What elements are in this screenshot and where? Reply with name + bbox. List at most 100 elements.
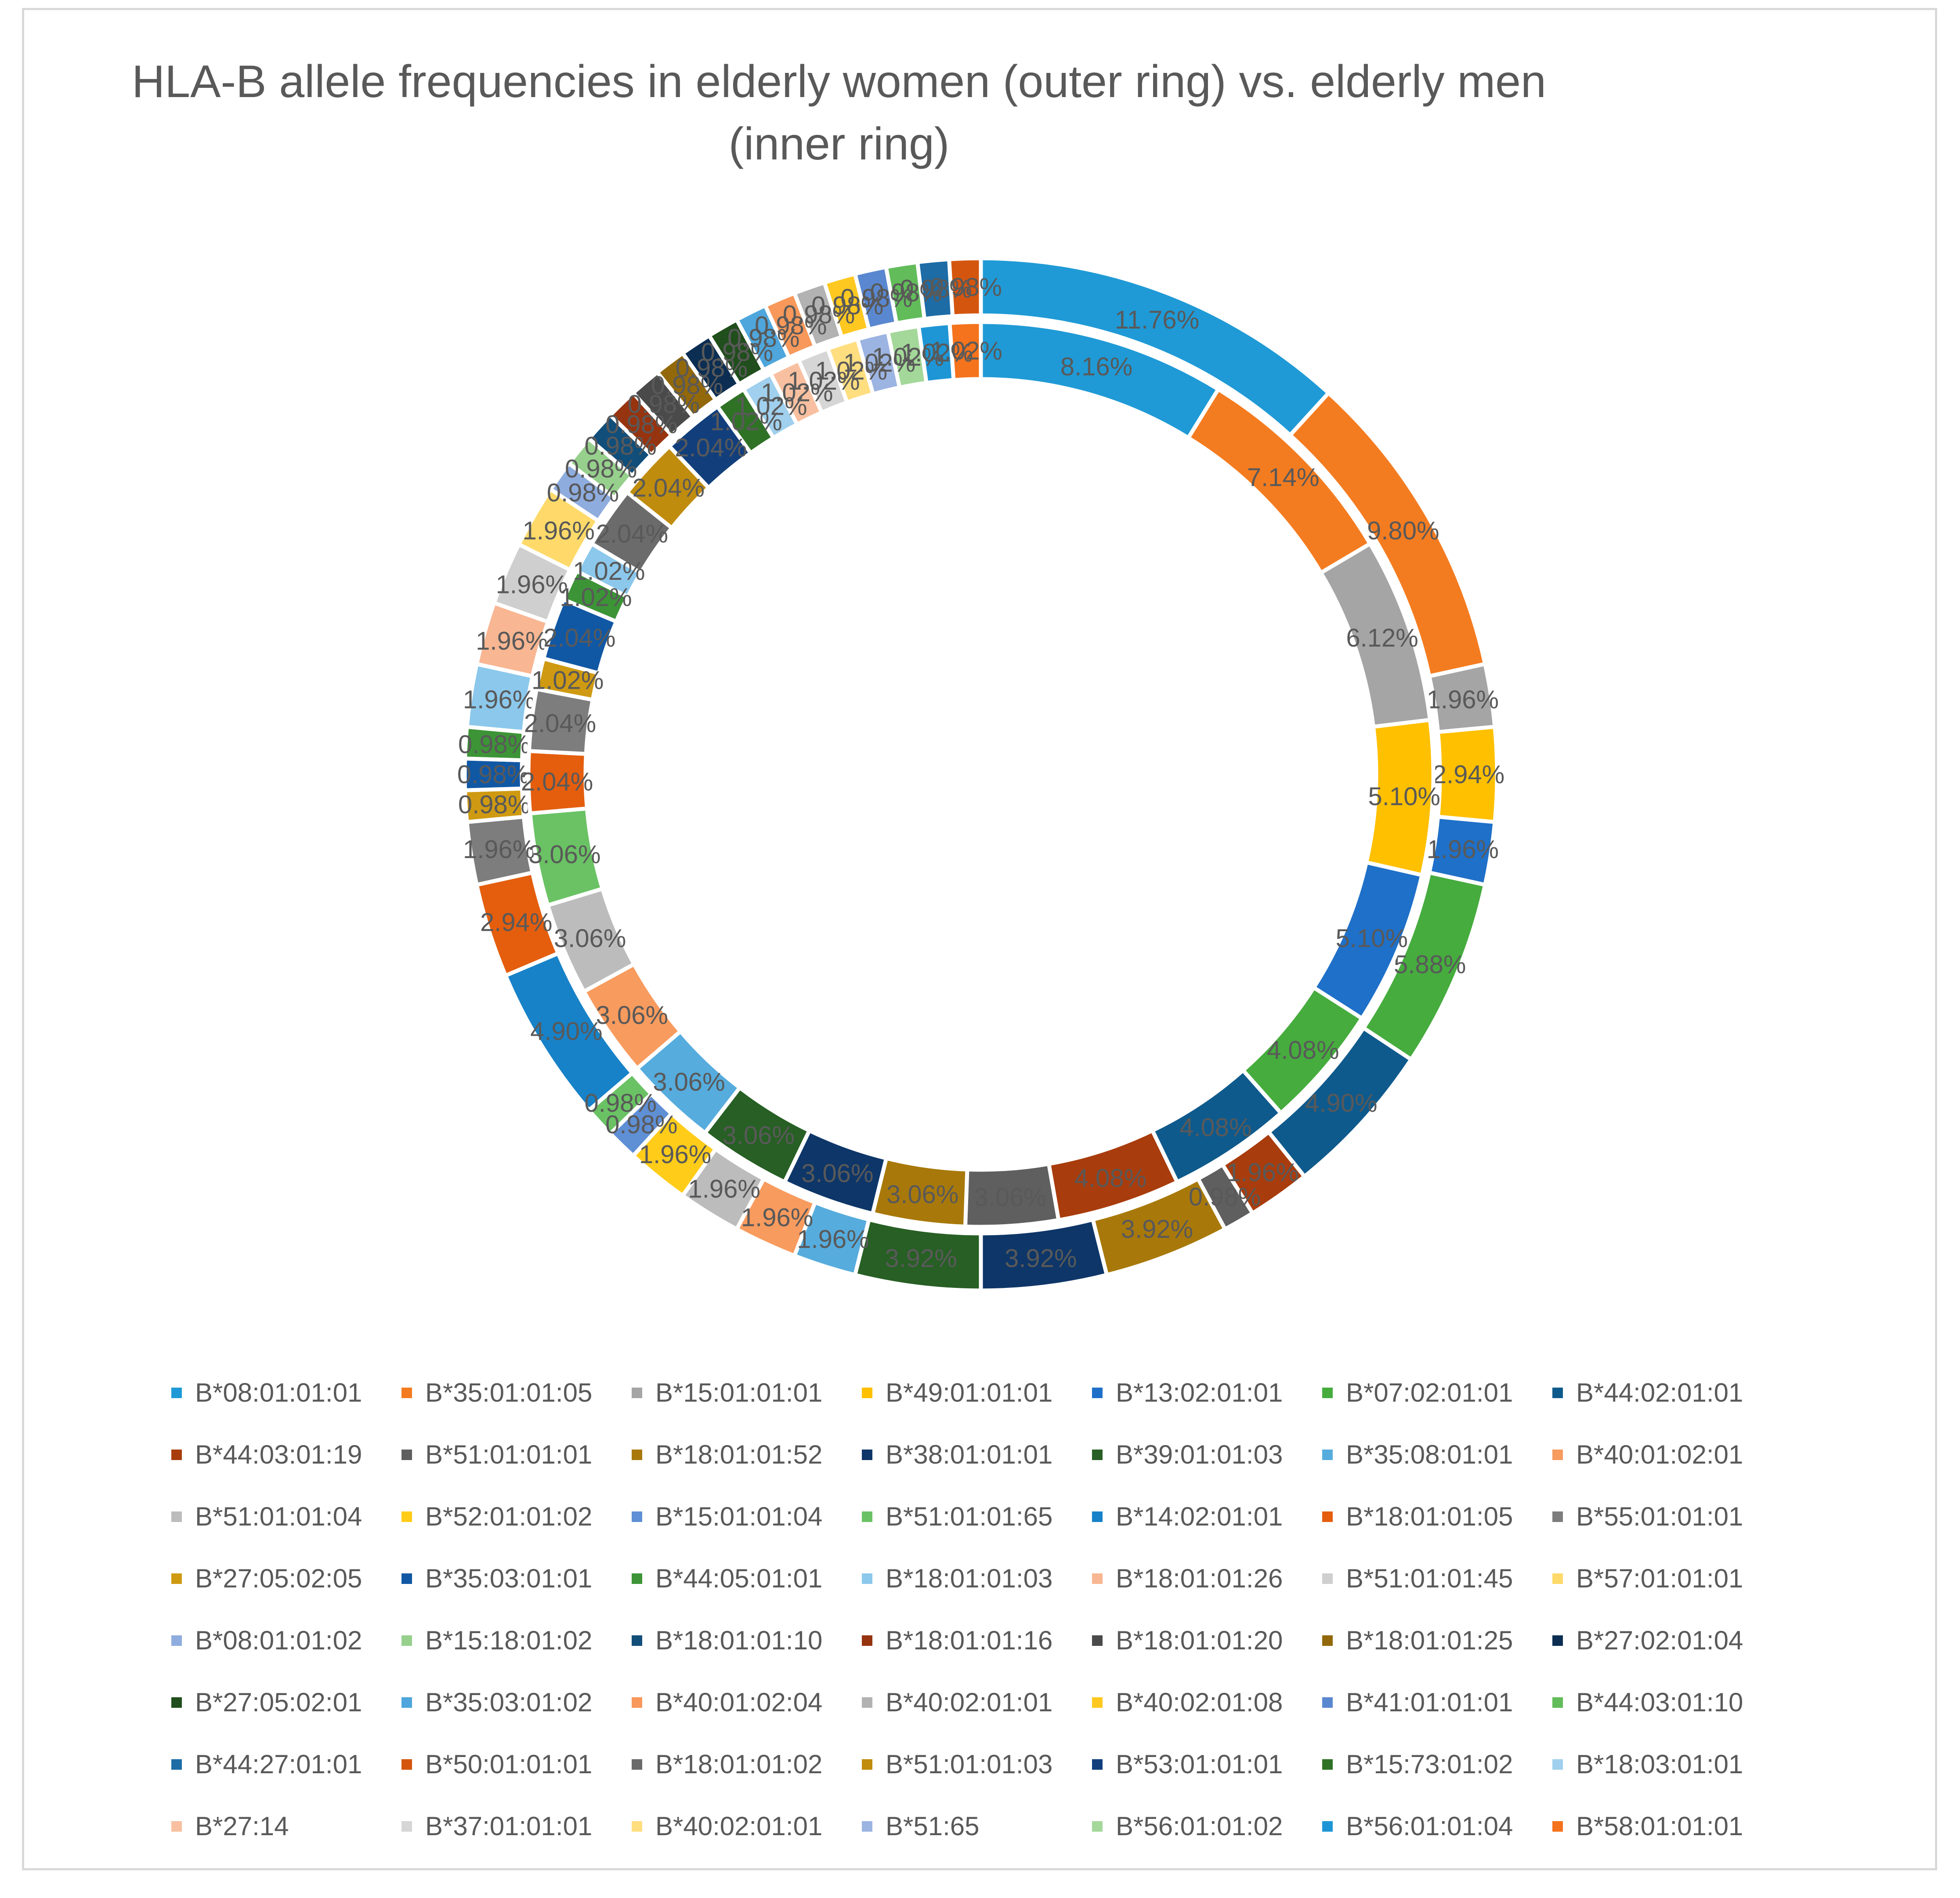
legend-entry-30: B*15:18:01:02 (401, 1625, 632, 1656)
inner-ring-label-23: 2.04% (543, 624, 615, 652)
outer-ring-label-19: 4.90% (530, 1017, 602, 1045)
outer-ring-label-7: 4.90% (1305, 1089, 1377, 1117)
legend-label: B*18:01:01:03 (886, 1564, 1053, 1593)
legend-swatch (862, 1635, 872, 1646)
legend-label: B*51:01:01:45 (1346, 1564, 1513, 1593)
legend-label: B*40:01:02:04 (655, 1688, 823, 1717)
legend-entry-37: B*35:03:01:02 (401, 1687, 632, 1717)
legend-swatch (632, 1697, 642, 1708)
inner-ring-label-1: 8.16% (1060, 353, 1132, 381)
outer-ring-label-11: 3.92% (1005, 1244, 1077, 1273)
legend-label: B*18:01:01:26 (1116, 1564, 1283, 1593)
legend-swatch (1092, 1449, 1103, 1460)
inner-ring-label-13: 3.06% (653, 1068, 725, 1096)
outer-ring-label-25: 1.96% (463, 686, 535, 714)
legend-swatch (171, 1387, 182, 1398)
legend-swatch (171, 1635, 182, 1646)
legend-entry-24: B*44:05:01:01 (632, 1563, 862, 1594)
legend-label: B*44:27:01:01 (195, 1750, 362, 1779)
legend-entry-2: B*35:01:01:05 (401, 1377, 632, 1408)
legend-entry-4: B*49:01:01:01 (862, 1377, 1092, 1408)
legend-swatch (862, 1759, 872, 1770)
legend-entry-17: B*15:01:01:04 (632, 1501, 862, 1532)
legend-label: B*18:01:01:02 (655, 1750, 823, 1779)
legend-entry-39: B*40:02:01:01 (862, 1687, 1092, 1717)
inner-ring-label-3: 6.12% (1346, 624, 1418, 652)
inner-ring-label-47: 2.04% (675, 434, 747, 462)
legend-swatch (1552, 1573, 1563, 1584)
legend-label: B*44:03:01:19 (195, 1440, 362, 1469)
legend-entry-38: B*40:01:02:04 (632, 1687, 862, 1717)
inner-ring-label-21: 2.04% (524, 709, 596, 738)
legend-entry-7: B*44:02:01:01 (1552, 1377, 1783, 1408)
legend-entry-6: B*07:02:01:01 (1322, 1377, 1552, 1408)
outer-ring-label-40: 0.98% (811, 291, 883, 320)
inner-ring-label-54: 1.02% (872, 343, 944, 371)
inner-ring-label-56: 1.02% (930, 337, 1002, 365)
outer-ring-label-22: 0.98% (458, 790, 530, 819)
legend-swatch (1092, 1821, 1103, 1832)
legend-label: B*51:01:01:65 (886, 1502, 1053, 1531)
legend-entry-47: B*53:01:01:01 (1092, 1749, 1322, 1779)
legend-label: B*18:03:01:01 (1576, 1750, 1743, 1779)
legend-swatch (862, 1511, 872, 1522)
legend-label: B*38:01:01:01 (886, 1440, 1053, 1469)
legend-entry-1: B*08:01:01:01 (171, 1377, 401, 1408)
legend-swatch (171, 1697, 182, 1708)
legend-entry-53: B*51:65 (862, 1811, 1092, 1841)
legend-swatch (1092, 1697, 1103, 1708)
legend-label: B*51:65 (886, 1811, 980, 1841)
outer-ring-label-43: 0.98% (900, 275, 972, 304)
outer-ring-label-26: 1.96% (476, 627, 548, 655)
legend-label: B*39:01:01:03 (1116, 1440, 1283, 1469)
legend-swatch (171, 1511, 182, 1522)
legend-swatch (862, 1573, 872, 1584)
inner-ring-label-6: 4.08% (1267, 1036, 1339, 1064)
legend-swatch (171, 1759, 182, 1770)
legend-label: B*18:01:01:52 (655, 1440, 823, 1469)
inner-ring-label-11: 3.06% (801, 1159, 873, 1188)
outer-ring-label-36: 0.98% (701, 338, 773, 367)
legend-label: B*18:01:01:10 (655, 1626, 823, 1655)
legend-label: B*40:02:01:08 (1116, 1688, 1283, 1717)
outer-ring-label-21: 1.96% (463, 835, 535, 864)
legend-entry-10: B*18:01:01:52 (632, 1439, 862, 1470)
legend-label: B*37:01:01:01 (425, 1811, 593, 1841)
legend-swatch (1552, 1635, 1563, 1646)
outer-ring-label-18: 0.98% (584, 1089, 656, 1117)
inner-ring-label-25: 1.02% (573, 557, 645, 586)
legend-entry-51: B*37:01:01:01 (401, 1811, 632, 1841)
legend-entry-21: B*55:01:01:01 (1552, 1501, 1783, 1532)
legend-row: B*27:05:02:01 B*35:03:01:02 B*40:01:02:04 B… (171, 1671, 1797, 1733)
inner-ring-label-22: 1.02% (532, 666, 604, 694)
outer-ring-label-35: 0.98% (676, 354, 748, 383)
legend-entry-50: B*27:14 (171, 1811, 401, 1841)
legend-entry-12: B*39:01:01:03 (1092, 1439, 1322, 1470)
legend-swatch (401, 1697, 412, 1708)
outer-ring-label-42: 0.98% (870, 278, 942, 307)
inner-ring-slice-56 (947, 320, 983, 382)
legend-entry-48: B*15:73:01:02 (1322, 1749, 1552, 1779)
legend-swatch (632, 1511, 642, 1522)
legend-swatch (401, 1821, 412, 1832)
legend-swatch (401, 1387, 412, 1398)
legend-swatch (632, 1573, 642, 1584)
inner-ring-label-50: 1.02% (761, 379, 833, 407)
outer-ring-label-41: 0.98% (840, 284, 912, 313)
legend-label: B*44:02:01:01 (1576, 1378, 1743, 1407)
inner-ring-label-10: 3.06% (886, 1180, 958, 1209)
outer-ring-label-1: 11.76% (1115, 306, 1199, 334)
outer-ring-label-4: 2.94% (1432, 760, 1504, 789)
outer-ring-label-8: 1.96% (1226, 1158, 1298, 1187)
legend-label: B*50:01:01:01 (425, 1750, 593, 1779)
legend-label: B*35:08:01:01 (1346, 1440, 1513, 1469)
legend-swatch (1322, 1387, 1333, 1398)
inner-ring-label-46: 2.04% (633, 474, 705, 503)
legend-label: B*27:02:01:04 (1576, 1626, 1743, 1655)
inner-ring-label-5: 5.10% (1336, 924, 1408, 953)
outer-ring-label-15: 1.96% (688, 1175, 760, 1204)
legend-label: B*27:14 (195, 1811, 289, 1841)
outer-ring-label-17: 0.98% (605, 1110, 677, 1139)
legend-entry-44: B*50:01:01:01 (401, 1749, 632, 1779)
